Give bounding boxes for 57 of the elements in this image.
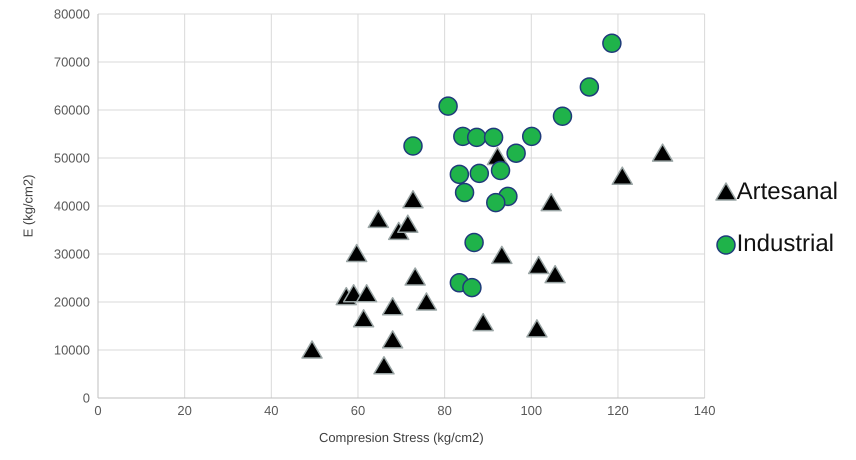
y-tick-label: 50000 (54, 150, 90, 166)
point (490, 160, 510, 180)
point (528, 256, 550, 274)
point (466, 128, 486, 148)
point (382, 330, 404, 349)
point (450, 164, 470, 184)
x-tick-label: 20 (177, 403, 192, 418)
point (403, 136, 423, 156)
point (404, 267, 426, 286)
point (491, 246, 513, 264)
x-tick-label: 100 (520, 403, 542, 418)
point (301, 340, 323, 359)
point (470, 164, 490, 184)
point (397, 214, 419, 233)
x-tick-label: 0 (94, 403, 102, 418)
point (484, 128, 504, 148)
point (552, 106, 572, 126)
point (346, 244, 368, 262)
legend-label: Industrial (736, 230, 834, 258)
point (486, 192, 506, 212)
y-tick-label: 40000 (54, 198, 90, 214)
y-tick-label: 20000 (54, 294, 90, 310)
y-tick-label: 30000 (54, 246, 90, 262)
legend-label: Artesanal (736, 178, 838, 206)
y-tick-label: 10000 (54, 342, 90, 358)
x-tick-label: 120 (607, 403, 629, 418)
x-axis-title: Compresion Stress (kg/cm2) (318, 430, 484, 445)
y-axis-title: E (kg/cm2) (20, 174, 36, 238)
point (464, 232, 484, 252)
point (526, 319, 548, 338)
point (382, 297, 404, 316)
y-tick-label: 60000 (54, 102, 90, 118)
x-tick-label: 80 (437, 403, 452, 418)
point (580, 77, 600, 97)
x-tick-label: 140 (694, 403, 716, 418)
y-tick-label: 70000 (54, 54, 90, 70)
point (612, 166, 634, 185)
point (368, 210, 390, 228)
point (540, 192, 562, 212)
point (544, 264, 566, 284)
point (352, 309, 374, 328)
point (356, 284, 378, 303)
point (454, 182, 474, 202)
point (438, 96, 458, 116)
point (402, 190, 424, 208)
y-tick-label: 80000 (54, 6, 90, 22)
point (602, 34, 622, 54)
point (652, 143, 674, 162)
point (472, 312, 494, 332)
x-tick-label: 40 (264, 403, 279, 418)
point (462, 278, 482, 298)
point (506, 143, 526, 163)
point (522, 126, 542, 146)
point (416, 292, 438, 311)
point (373, 356, 395, 375)
y-tick-label: 0 (82, 390, 90, 406)
x-tick-label: 60 (350, 403, 366, 418)
